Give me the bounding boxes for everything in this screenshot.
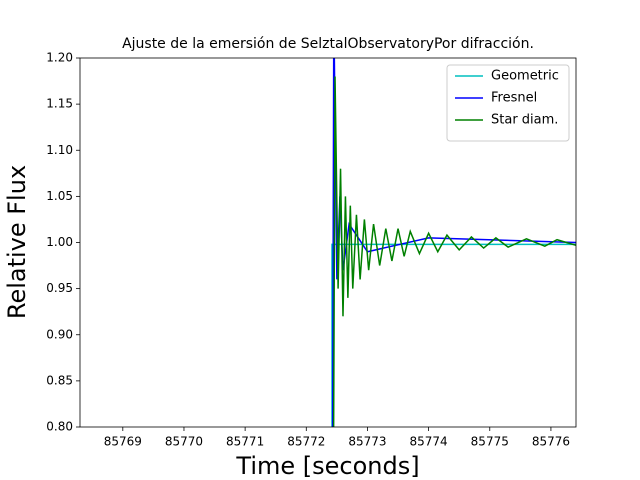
y-tick-label: 1.00 [46,235,73,249]
x-tick-label: 85776 [532,435,570,449]
legend-label: Geometric [491,69,559,84]
y-tick-label: 1.15 [46,97,73,111]
x-tick-label: 85775 [471,435,509,449]
y-tick-label: 0.85 [46,373,73,387]
legend-label: Star diam. [491,113,558,128]
y-tick-label: 0.95 [46,281,73,295]
plot-lines [331,58,576,427]
legend: Geometric Fresnel Star diam. [446,64,570,142]
legend-label: Fresnel [491,91,537,106]
legend-box [446,64,570,142]
x-axis-label: Time [seconds] [235,452,419,480]
y-tick-label: 0.80 [46,420,73,434]
x-tick-label: 85772 [287,435,325,449]
y-axis-label: Relative Flux [3,165,31,319]
series-line [332,76,576,427]
x-tick-label: 85770 [165,435,203,449]
chart-title: Ajuste de la emersión de SelztalObservat… [122,36,534,52]
x-tick-label: 85771 [226,435,264,449]
x-tick-label: 85773 [348,435,386,449]
y-tick-label: 1.10 [46,143,73,157]
y-tick-label: 1.05 [46,189,73,203]
y-tick-label: 0.90 [46,327,73,341]
x-tick-label: 85769 [104,435,142,449]
x-tick-label: 85774 [410,435,448,449]
y-tick-label: 1.20 [46,51,73,65]
